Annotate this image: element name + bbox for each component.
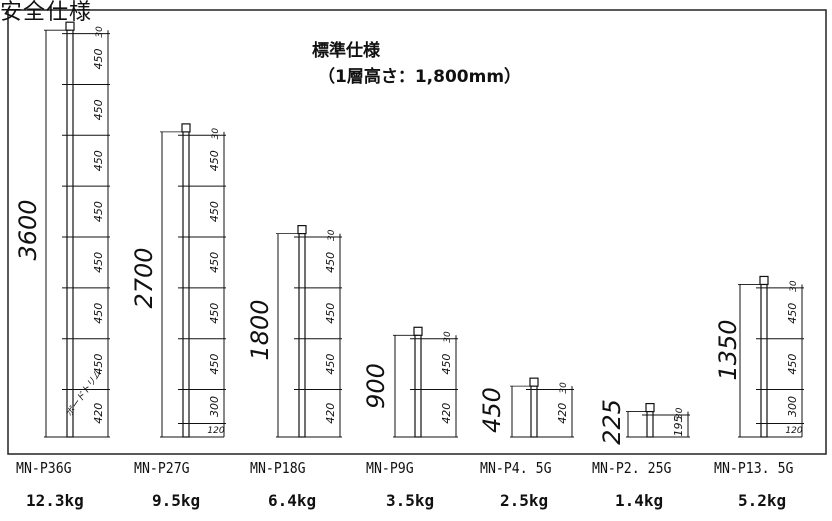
- segment-label: 30: [559, 382, 569, 394]
- segment-label: 30: [95, 26, 105, 38]
- frame-border: [7, 9, 827, 455]
- pole-cap: [297, 225, 307, 235]
- bottom-small-label: 120: [785, 426, 802, 436]
- ladder-pole: [414, 330, 422, 438]
- segment-label: 420: [556, 403, 569, 424]
- segment-label: 30: [789, 280, 799, 292]
- model-label: MN-P18G: [250, 459, 306, 477]
- model-label: MN-P36G: [16, 459, 72, 477]
- weight-label: 3.5kg: [386, 491, 435, 510]
- segment-label: 450: [208, 252, 221, 273]
- header-partial-text: 安全仕様: [0, 0, 93, 25]
- segment-label: 420: [324, 403, 337, 424]
- segment-label: 30: [327, 229, 337, 241]
- total-height-label: 450: [478, 387, 506, 433]
- total-height-label: 900: [362, 363, 390, 409]
- segment-label: 30: [675, 407, 685, 419]
- title-line2: （1層高さ：1,800mm）: [318, 67, 522, 87]
- model-label: MN-P4. 5G: [480, 459, 552, 477]
- segment-label: 450: [92, 201, 105, 222]
- weight-label: 5.2kg: [738, 491, 787, 510]
- segment-label: 30: [443, 331, 453, 343]
- segment-label: 420: [440, 403, 453, 424]
- segment-label: 450: [208, 150, 221, 171]
- weight-label: 1.4kg: [615, 491, 664, 510]
- model-label: MN-P13. 5G: [714, 459, 794, 477]
- model-label: MN-P9G: [366, 459, 414, 477]
- segment-label: 450: [208, 201, 221, 222]
- model-label: MN-P27G: [134, 459, 190, 477]
- title-line1: 標準仕様: [312, 41, 380, 61]
- pole-cap: [529, 377, 539, 387]
- total-height-label: 1350: [714, 319, 742, 380]
- pole-cap: [181, 123, 191, 133]
- segment-label: 300: [786, 396, 799, 417]
- segment-label: 450: [786, 354, 799, 375]
- segment-label: 30: [211, 128, 221, 140]
- model-label: MN-P2. 25G: [592, 459, 672, 477]
- pole-cap: [413, 326, 423, 336]
- segment-label: 450: [324, 303, 337, 324]
- segment-label: 300: [208, 396, 221, 417]
- segment-label: 450: [786, 303, 799, 324]
- ladder-pole: [182, 127, 190, 438]
- segment-label: 450: [92, 252, 105, 273]
- weight-label: 9.5kg: [152, 491, 201, 510]
- bottom-small-label: 120: [207, 426, 224, 436]
- segment-label: 195: [672, 415, 685, 436]
- total-height-label: 2700: [130, 247, 158, 308]
- weight-label: 2.5kg: [500, 491, 549, 510]
- segment-label: 450: [92, 303, 105, 324]
- weight-label: 12.3kg: [26, 491, 84, 510]
- segment-label: 450: [208, 303, 221, 324]
- segment-label: 450: [92, 150, 105, 171]
- segment-label: 450: [440, 354, 453, 375]
- segment-label: 450: [324, 354, 337, 375]
- segment-label: 450: [92, 49, 105, 70]
- segment-label: 450: [324, 252, 337, 273]
- total-height-label: 1800: [246, 299, 274, 360]
- ladder-pole: [530, 381, 538, 438]
- ladder-pole: [298, 229, 306, 438]
- segment-label: 420: [92, 403, 105, 424]
- weight-label: 6.4kg: [268, 491, 317, 510]
- segment-label: 450: [92, 354, 105, 375]
- pole-cap: [759, 275, 769, 286]
- total-height-label: 3600: [14, 199, 42, 260]
- ladder-pole: [66, 25, 74, 438]
- pole-cap: [645, 402, 655, 413]
- segment-label: 450: [92, 99, 105, 120]
- ladder-pole: [760, 279, 768, 438]
- segment-label: 450: [208, 354, 221, 375]
- total-height-label: 225: [598, 399, 626, 445]
